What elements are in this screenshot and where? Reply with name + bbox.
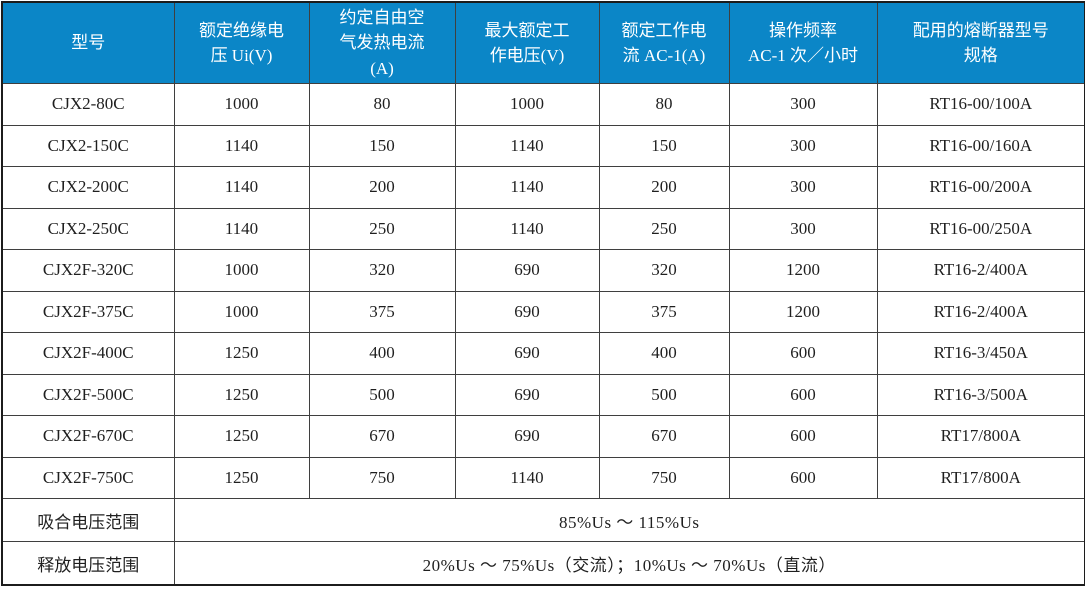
cell-ith: 200 <box>308 166 456 209</box>
cell-ie: 670 <box>598 415 730 458</box>
cell-model: CJX2-200C <box>1 166 175 209</box>
cell-fuse: RT16-2/400A <box>876 249 1085 292</box>
cell-fuse: RT17/800A <box>876 456 1085 499</box>
cell-ue: 690 <box>454 332 600 375</box>
header-rated-insulation-voltage: 额定绝缘电 压 Ui(V) <box>173 1 310 84</box>
cell-ith: 80 <box>308 83 456 126</box>
cell-frequency: 300 <box>728 124 878 167</box>
cell-ui: 1250 <box>173 332 310 375</box>
cell-ie: 400 <box>598 332 730 375</box>
cell-ith: 320 <box>308 249 456 292</box>
cell-fuse: RT16-2/400A <box>876 290 1085 333</box>
cell-ie: 375 <box>598 290 730 333</box>
cell-ith: 400 <box>308 332 456 375</box>
cell-model: CJX2F-320C <box>1 249 175 292</box>
cell-ie: 150 <box>598 124 730 167</box>
cell-ui: 1000 <box>173 249 310 292</box>
cell-ith: 375 <box>308 290 456 333</box>
cell-ue: 1140 <box>454 207 600 250</box>
cell-model: CJX2F-500C <box>1 373 175 416</box>
cell-model: CJX2F-400C <box>1 332 175 375</box>
cell-ui: 1000 <box>173 83 310 126</box>
table-header: 型号 额定绝缘电 压 Ui(V) 约定自由空 气发热电流 (A) 最大额定工 作… <box>1 1 1085 84</box>
cell-fuse: RT16-3/450A <box>876 332 1085 375</box>
header-fuse-type-spec: 配用的熔断器型号 规格 <box>876 1 1085 84</box>
cell-ie: 320 <box>598 249 730 292</box>
header-model: 型号 <box>1 1 175 84</box>
footer-label-release-voltage-range: 释放电压范围 <box>1 541 175 586</box>
cell-ue: 1140 <box>454 124 600 167</box>
cell-ie: 500 <box>598 373 730 416</box>
cell-ue: 690 <box>454 373 600 416</box>
table-row: CJX2F-500C 1250 500 690 500 600 RT16-3/5… <box>1 373 1085 416</box>
cell-ie: 200 <box>598 166 730 209</box>
cell-model: CJX2-250C <box>1 207 175 250</box>
cell-ith: 500 <box>308 373 456 416</box>
cell-ith: 670 <box>308 415 456 458</box>
header-operating-frequency: 操作频率 AC-1 次／小时 <box>728 1 878 84</box>
footer-value-release-voltage-range: 20%Us ～ 75%Us（交流）；10%Us ～ 70%Us（直流） <box>173 541 1085 586</box>
header-max-rated-operational-voltage: 最大额定工 作电压(V) <box>454 1 600 84</box>
table-row: CJX2F-750C 1250 750 1140 750 600 RT17/80… <box>1 456 1085 499</box>
footer-value-pickup-voltage-range: 85%Us ～ 115%Us <box>173 498 1085 542</box>
cell-ui: 1140 <box>173 207 310 250</box>
cell-fuse: RT17/800A <box>876 415 1085 458</box>
cell-ue: 1140 <box>454 456 600 499</box>
cell-ui: 1250 <box>173 415 310 458</box>
cell-fuse: RT16-00/160A <box>876 124 1085 167</box>
table-row: CJX2-80C 1000 80 1000 80 300 RT16-00/100… <box>1 83 1085 126</box>
cell-model: CJX2-150C <box>1 124 175 167</box>
cell-frequency: 600 <box>728 332 878 375</box>
cell-frequency: 600 <box>728 415 878 458</box>
cell-ue: 1140 <box>454 166 600 209</box>
pickup-voltage-range-row: 吸合电压范围 85%Us ～ 115%Us <box>1 498 1085 542</box>
cell-ui: 1140 <box>173 124 310 167</box>
cell-ith: 150 <box>308 124 456 167</box>
release-voltage-range-row: 释放电压范围 20%Us ～ 75%Us（交流）；10%Us ～ 70%Us（直… <box>1 541 1085 586</box>
cell-ui: 1000 <box>173 290 310 333</box>
cell-model: CJX2F-375C <box>1 290 175 333</box>
cell-fuse: RT16-00/200A <box>876 166 1085 209</box>
cell-ue: 1000 <box>454 83 600 126</box>
table-row: CJX2-200C 1140 200 1140 200 300 RT16-00/… <box>1 166 1085 209</box>
cell-ith: 250 <box>308 207 456 250</box>
table-row: CJX2F-670C 1250 670 690 670 600 RT17/800… <box>1 415 1085 458</box>
cell-frequency: 600 <box>728 456 878 499</box>
cell-ie: 250 <box>598 207 730 250</box>
table-body: CJX2-80C 1000 80 1000 80 300 RT16-00/100… <box>1 83 1085 586</box>
table-row: CJX2F-375C 1000 375 690 375 1200 RT16-2/… <box>1 290 1085 333</box>
table-row: CJX2F-320C 1000 320 690 320 1200 RT16-2/… <box>1 249 1085 292</box>
header-rated-operational-current-ac1: 额定工作电 流 AC-1(A) <box>598 1 730 84</box>
cell-fuse: RT16-00/250A <box>876 207 1085 250</box>
header-row: 型号 额定绝缘电 压 Ui(V) 约定自由空 气发热电流 (A) 最大额定工 作… <box>1 1 1085 84</box>
cell-model: CJX2F-670C <box>1 415 175 458</box>
contactor-spec-table: 型号 额定绝缘电 压 Ui(V) 约定自由空 气发热电流 (A) 最大额定工 作… <box>1 1 1085 586</box>
cell-fuse: RT16-3/500A <box>876 373 1085 416</box>
cell-model: CJX2F-750C <box>1 456 175 499</box>
table-row: CJX2-150C 1140 150 1140 150 300 RT16-00/… <box>1 124 1085 167</box>
cell-frequency: 1200 <box>728 249 878 292</box>
cell-ie: 750 <box>598 456 730 499</box>
cell-ui: 1250 <box>173 456 310 499</box>
footer-label-pickup-voltage-range: 吸合电压范围 <box>1 498 175 542</box>
cell-frequency: 1200 <box>728 290 878 333</box>
cell-ui: 1140 <box>173 166 310 209</box>
cell-ui: 1250 <box>173 373 310 416</box>
cell-model: CJX2-80C <box>1 83 175 126</box>
cell-ue: 690 <box>454 415 600 458</box>
table-row: CJX2F-400C 1250 400 690 400 600 RT16-3/4… <box>1 332 1085 375</box>
cell-frequency: 600 <box>728 373 878 416</box>
cell-ith: 750 <box>308 456 456 499</box>
header-conventional-free-air-thermal-current: 约定自由空 气发热电流 (A) <box>308 1 456 84</box>
cell-ie: 80 <box>598 83 730 126</box>
table-row: CJX2-250C 1140 250 1140 250 300 RT16-00/… <box>1 207 1085 250</box>
cell-frequency: 300 <box>728 83 878 126</box>
cell-frequency: 300 <box>728 166 878 209</box>
cell-frequency: 300 <box>728 207 878 250</box>
cell-fuse: RT16-00/100A <box>876 83 1085 126</box>
cell-ue: 690 <box>454 290 600 333</box>
cell-ue: 690 <box>454 249 600 292</box>
